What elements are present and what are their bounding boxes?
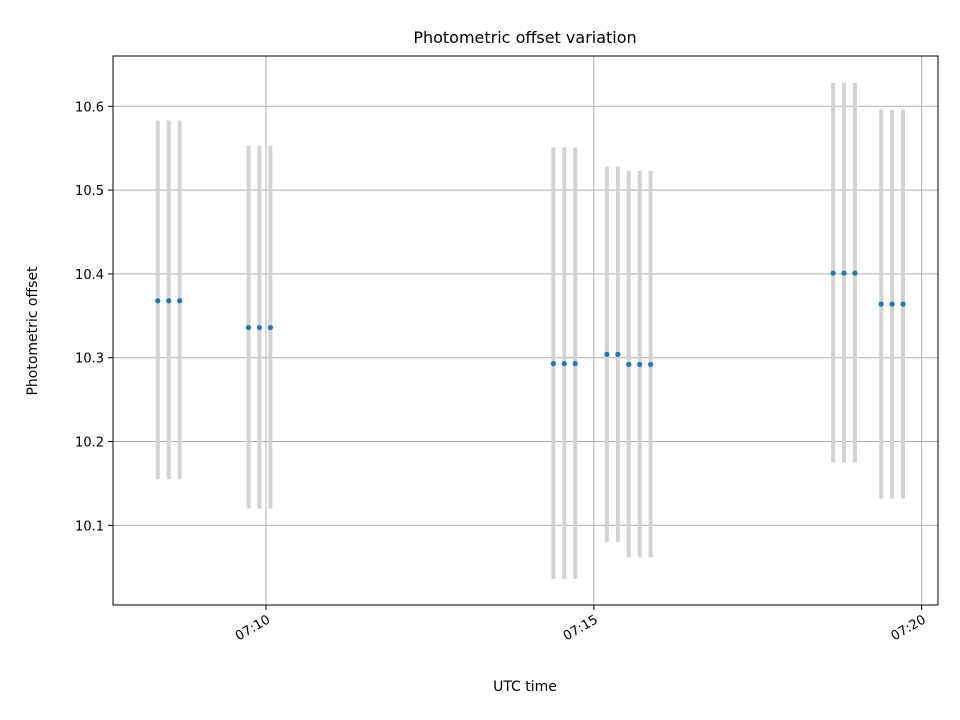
grid [113, 56, 938, 605]
data-points [155, 270, 906, 368]
y-axis-ticks: 10.1 10.2 10.3 10.4 10.5 10.6 [75, 100, 113, 534]
y-tick-label: 10.1 [75, 519, 104, 534]
y-tick-label: 10.3 [75, 352, 104, 367]
y-tick-label: 10.4 [75, 268, 104, 283]
data-point [245, 324, 252, 331]
data-point [889, 301, 895, 307]
data-point [561, 361, 567, 367]
y-tick-label: 10.5 [75, 184, 104, 199]
data-point [166, 298, 172, 304]
data-point [637, 361, 643, 368]
data-point [626, 361, 632, 368]
data-point [256, 324, 263, 331]
data-point [267, 324, 273, 331]
plot-frame [112, 55, 939, 606]
data-point [177, 298, 183, 304]
y-axis-label: Photometric offset [25, 266, 41, 396]
y-tick-label: 10.6 [75, 100, 104, 115]
data-point [648, 361, 654, 368]
data-point [550, 361, 556, 367]
data-point [852, 270, 858, 276]
data-point [830, 270, 836, 276]
x-axis-label: UTC time [493, 679, 557, 695]
y-tick-label: 10.2 [75, 436, 104, 451]
data-point [878, 301, 884, 307]
data-point [604, 351, 610, 357]
data-point [572, 361, 578, 367]
chart-title: Photometric offset variation [413, 28, 636, 47]
data-point [841, 270, 847, 276]
data-point [900, 301, 906, 307]
data-point [615, 351, 621, 357]
data-point [155, 298, 161, 304]
